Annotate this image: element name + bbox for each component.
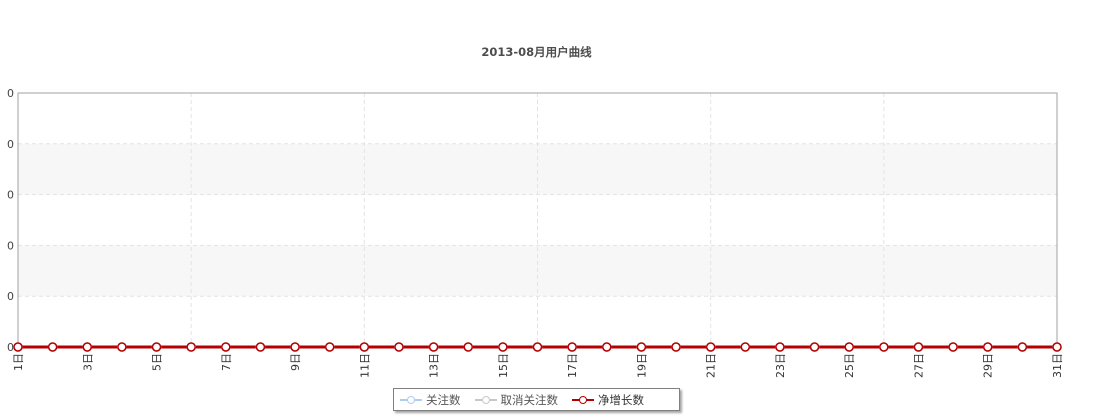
x-tick-label: 9日: [289, 353, 302, 371]
data-point: [879, 342, 889, 352]
x-tick-label: 3日: [81, 353, 94, 371]
data-point: [324, 342, 335, 352]
data-point: [463, 342, 473, 352]
x-tick-label: 17日: [566, 353, 579, 378]
data-point: [1017, 342, 1028, 352]
x-tick-label: 27日: [912, 353, 925, 378]
legend-item-follow[interactable]: 关注数: [398, 392, 461, 408]
data-point: [186, 342, 196, 352]
data-point: [1052, 342, 1062, 352]
y-tick-label: 0: [7, 290, 14, 303]
data-point: [948, 342, 958, 352]
data-point: [567, 342, 577, 352]
legend-marker-icon: [570, 395, 596, 405]
data-point: [221, 342, 231, 352]
data-point: [705, 342, 716, 352]
data-point: [809, 342, 820, 352]
data-point: [775, 342, 785, 352]
x-tick-label: 21日: [705, 353, 718, 378]
data-point: [255, 342, 266, 352]
x-tick-label: 11日: [358, 353, 371, 378]
data-point: [636, 342, 647, 352]
data-point: [428, 342, 439, 352]
x-tick-label: 25日: [843, 353, 856, 378]
y-tick-label: 0: [7, 87, 14, 100]
data-point: [47, 342, 58, 352]
data-point: [671, 342, 681, 352]
x-tick-label: 15日: [497, 353, 510, 378]
x-tick-label: 19日: [635, 353, 648, 378]
legend-marker-icon: [473, 395, 499, 405]
chart-title: 2013-08月用户曲线: [481, 45, 592, 59]
legend-label: 净增长数: [598, 392, 644, 407]
data-point: [532, 342, 543, 352]
y-tick-label: 0: [7, 341, 14, 354]
x-tick-label: 23日: [774, 353, 787, 378]
data-point: [602, 342, 612, 352]
data-point: [151, 342, 162, 352]
data-point: [82, 342, 93, 352]
data-point: [498, 342, 508, 352]
data-point: [394, 342, 404, 352]
x-tick-label: 29日: [982, 353, 995, 378]
chart-legend: 关注数 取消关注数 净增长数: [393, 388, 680, 411]
x-tick-label: 7日: [220, 353, 233, 371]
data-point: [913, 342, 924, 352]
legend-label: 关注数: [426, 392, 461, 407]
y-tick-label: 0: [7, 189, 14, 202]
legend-item-unfollow[interactable]: 取消关注数: [473, 392, 559, 408]
legend-label: 取消关注数: [500, 392, 559, 407]
data-point: [13, 342, 23, 352]
y-tick-label: 0: [7, 138, 14, 151]
data-point: [290, 342, 300, 352]
x-tick-label: 1日: [12, 353, 25, 371]
x-tick-label: 31日: [1051, 353, 1064, 378]
data-point: [359, 342, 370, 352]
data-point: [844, 342, 854, 352]
data-point: [740, 342, 751, 352]
legend-marker-icon: [398, 395, 424, 405]
data-point: [982, 342, 993, 352]
legend-item-net-growth[interactable]: 净增长数: [570, 392, 644, 408]
y-tick-label: 0: [7, 239, 14, 252]
x-tick-label: 13日: [428, 353, 441, 378]
data-point: [117, 342, 127, 352]
x-tick-label: 5日: [151, 353, 164, 371]
